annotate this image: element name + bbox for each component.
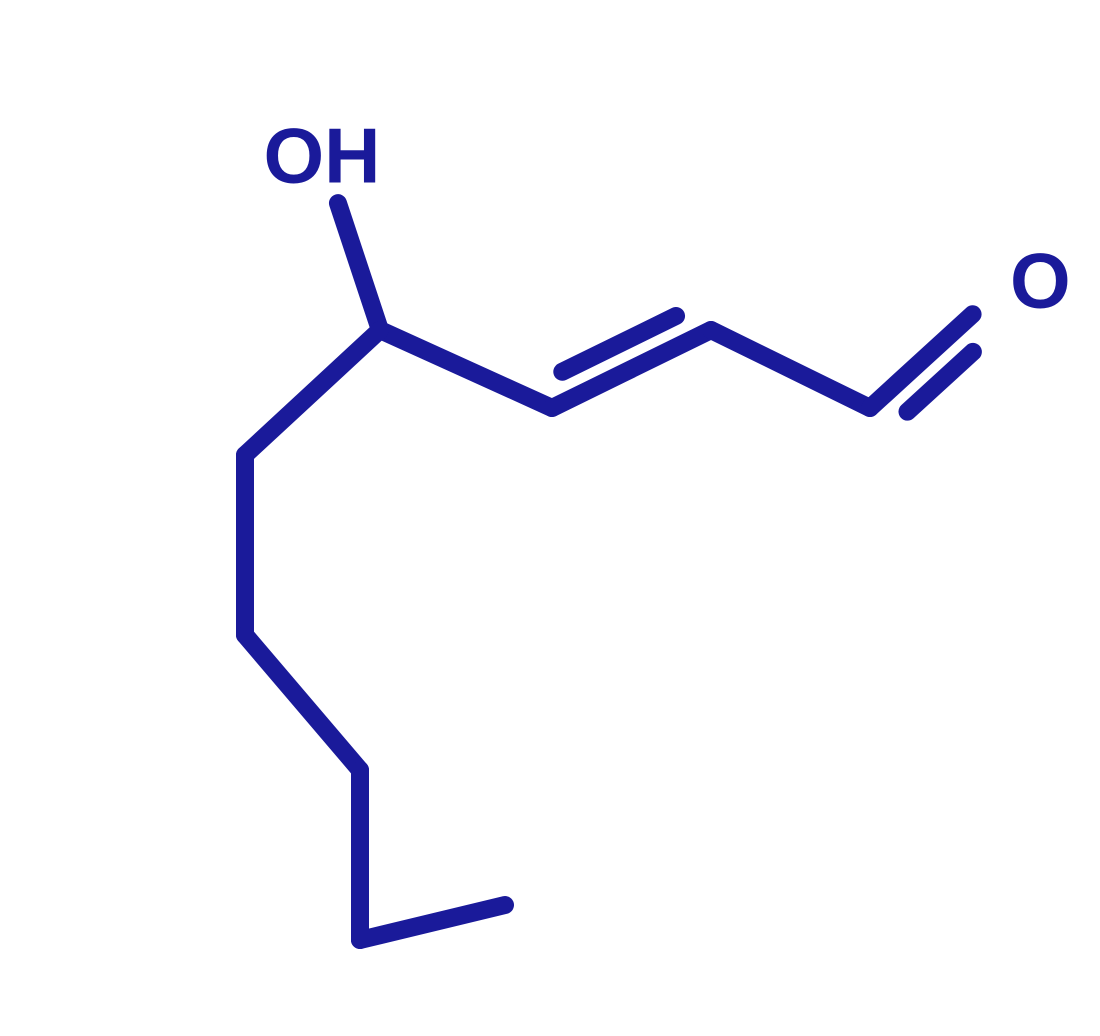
- bond-line: [245, 635, 360, 770]
- bond-line: [711, 330, 870, 408]
- atom-label-O4: OH: [264, 111, 381, 199]
- bond-line: [380, 330, 552, 408]
- bond-line: [360, 905, 505, 940]
- molecule-diagram: O OH: [0, 0, 1100, 1036]
- atom-label-O1: O: [1010, 236, 1071, 324]
- bond-line: [245, 330, 380, 455]
- bond-line: [338, 203, 380, 330]
